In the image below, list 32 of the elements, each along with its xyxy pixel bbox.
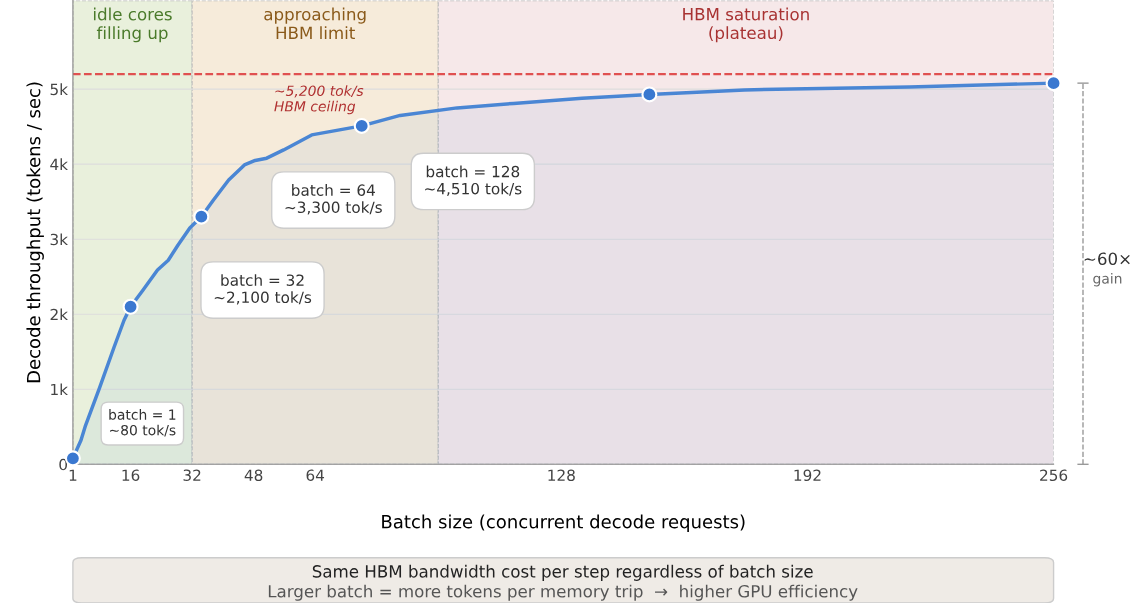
point <box>641 86 658 103</box>
x-tick-label: 48 <box>244 469 263 481</box>
text: Larger batch = more tokens per memory trip → higher GPU efficiency <box>268 584 858 601</box>
x-tick-label: 16 <box>122 469 140 481</box>
y-axis-title: Decode throughput (tokens / sec) <box>26 82 44 383</box>
x-tick-label: 64 <box>306 469 325 481</box>
annotation: batch = 32 ~2,100 tok/s <box>214 274 312 305</box>
annotation: batch = 64 ~3,300 tok/s <box>285 184 382 215</box>
y-tick-label: 3k <box>50 233 68 246</box>
x-tick-label: 1 <box>69 469 77 481</box>
point <box>193 208 210 225</box>
x-axis-title: Batch size (concurrent decode requests) <box>382 514 745 532</box>
x-tick-label: 192 <box>794 469 821 481</box>
y-tick-label: 1k <box>51 383 68 396</box>
band-label: idle cores filling up <box>93 7 172 43</box>
y-tick-label: 4k <box>50 158 68 170</box>
y-tick-label: 5k <box>50 83 68 96</box>
text: Same HBM bandwidth cost per step regardless of batch size <box>312 564 813 581</box>
x-tick-label: 128 <box>548 469 575 481</box>
band-label: HBM saturation (plateau) <box>683 7 809 43</box>
band-label: approaching HBM limit <box>264 7 366 39</box>
text: ~60× gain <box>1084 252 1130 287</box>
y-tick-label: 0 <box>59 458 68 471</box>
y-tick-label: 2k <box>50 308 68 321</box>
annotation: batch = 1 ~80 tok/s <box>109 409 176 437</box>
ref-line-label: ~5,200 tok/s HBM ceiling <box>274 85 364 115</box>
point <box>122 298 139 315</box>
x-tick-label: 256 <box>1040 469 1068 481</box>
point <box>1045 75 1062 92</box>
x-tick-label: 32 <box>183 469 201 481</box>
point <box>353 117 370 134</box>
annotation: batch = 128 ~4,510 tok/s <box>425 165 522 197</box>
